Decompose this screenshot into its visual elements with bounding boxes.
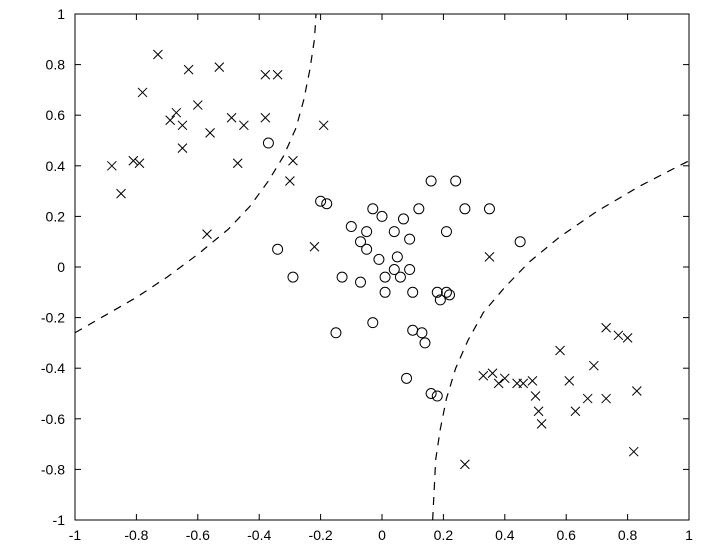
ytick-label: 0.8 xyxy=(46,57,66,73)
ytick-label: -1 xyxy=(53,512,66,528)
scatter-chart: -1 -0.8 -0.6 -0.4 -0.2 0 0.2 0.4 0.6 0.8 1 -1 -0.8 -0… xyxy=(0,0,711,558)
xtick-label: 0.6 xyxy=(556,527,576,543)
ytick-label: 0.6 xyxy=(46,107,66,123)
ytick-label: 1 xyxy=(57,6,65,22)
xtick-label: -0.2 xyxy=(309,527,333,543)
ytick-label: 0.2 xyxy=(46,208,66,224)
xtick-label: 0 xyxy=(378,527,386,543)
xtick-label: 1 xyxy=(685,527,693,543)
xtick-label: -0.8 xyxy=(124,527,148,543)
ytick-label: -0.2 xyxy=(41,310,65,326)
chart-bg xyxy=(0,0,711,558)
xtick-label: 0.2 xyxy=(434,527,454,543)
ytick-label: 0.4 xyxy=(46,158,66,174)
ytick-label: -0.8 xyxy=(41,461,65,477)
xtick-label: 0.8 xyxy=(618,527,638,543)
ytick-label: -0.4 xyxy=(41,360,65,376)
xtick-label: -1 xyxy=(69,527,82,543)
xtick-label: 0.4 xyxy=(495,527,515,543)
ytick-label: 0 xyxy=(57,259,65,275)
ytick-label: -0.6 xyxy=(41,411,65,427)
xtick-label: -0.4 xyxy=(247,527,271,543)
xtick-label: -0.6 xyxy=(186,527,210,543)
